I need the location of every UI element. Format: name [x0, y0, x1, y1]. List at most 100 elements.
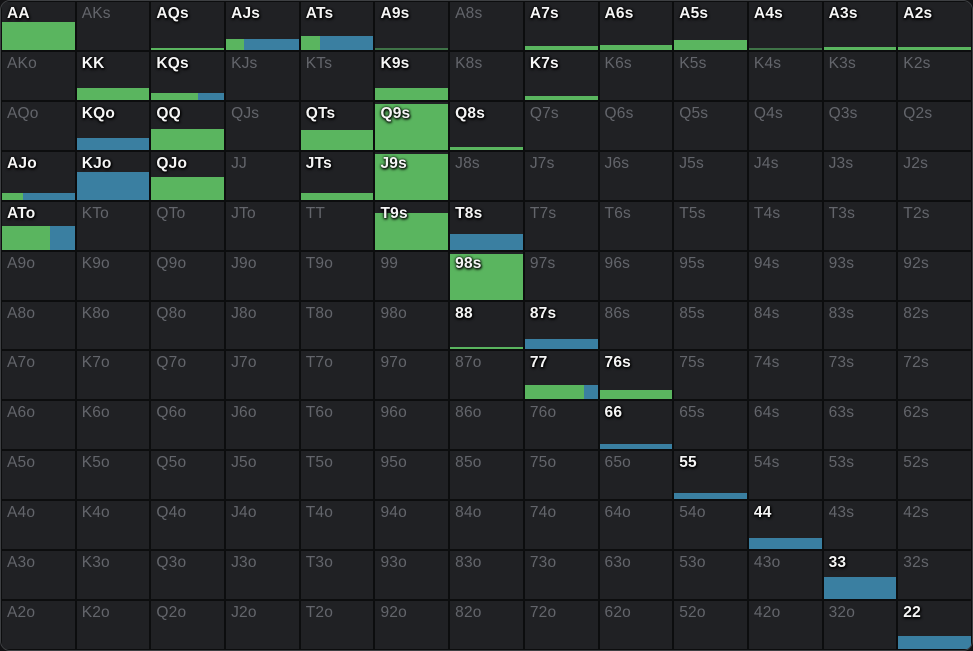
hand-cell-J2s[interactable]: J2s	[898, 151, 971, 200]
hand-cell-J6o[interactable]: J6o	[226, 401, 299, 450]
hand-cell-J2o[interactable]: J2o	[226, 601, 299, 649]
hand-cell-J5o[interactable]: J5o	[226, 451, 299, 500]
hand-cell-97s[interactable]: 97s	[524, 251, 598, 300]
hand-cell-52o[interactable]: 52o	[674, 601, 747, 649]
hand-cell-Q2o[interactable]: Q2o	[151, 601, 225, 649]
hand-cell-T6o[interactable]: T6o	[300, 401, 374, 450]
hand-cell-96s[interactable]: 96s	[599, 251, 673, 300]
hand-cell-T8s[interactable]: T8s	[450, 201, 523, 250]
hand-cell-T5o[interactable]: T5o	[300, 451, 374, 500]
hand-cell-K6o[interactable]: K6o	[76, 401, 150, 450]
hand-cell-74o[interactable]: 74o	[524, 501, 598, 550]
hand-cell-T2o[interactable]: T2o	[300, 601, 374, 649]
hand-cell-K4s[interactable]: K4s	[748, 51, 822, 100]
hand-cell-42s[interactable]: 42s	[898, 501, 971, 550]
hand-cell-K9o[interactable]: K9o	[76, 251, 150, 300]
hand-cell-QTo[interactable]: QTo	[151, 201, 225, 250]
hand-cell-87o[interactable]: 87o	[450, 351, 523, 400]
hand-cell-74s[interactable]: 74s	[748, 351, 822, 400]
hand-cell-Q3s[interactable]: Q3s	[823, 101, 897, 150]
hand-cell-66[interactable]: 66	[599, 401, 673, 450]
hand-cell-T7o[interactable]: T7o	[300, 351, 374, 400]
hand-cell-AQo[interactable]: AQo	[2, 101, 75, 150]
hand-cell-77[interactable]: 77	[524, 351, 598, 400]
hand-cell-KQs[interactable]: KQs	[151, 51, 225, 100]
hand-cell-32o[interactable]: 32o	[823, 601, 897, 649]
hand-cell-A8o[interactable]: A8o	[2, 301, 75, 350]
hand-cell-K7s[interactable]: K7s	[524, 51, 598, 100]
hand-cell-Q9s[interactable]: Q9s	[375, 101, 449, 150]
hand-cell-ATo[interactable]: ATo	[2, 201, 75, 250]
hand-cell-33[interactable]: 33	[823, 551, 897, 600]
hand-cell-75s[interactable]: 75s	[674, 351, 747, 400]
hand-cell-J8s[interactable]: J8s	[450, 151, 523, 200]
hand-cell-63s[interactable]: 63s	[823, 401, 897, 450]
hand-cell-95o[interactable]: 95o	[375, 451, 449, 500]
hand-cell-93s[interactable]: 93s	[823, 251, 897, 300]
hand-cell-J4s[interactable]: J4s	[748, 151, 822, 200]
hand-cell-A7s[interactable]: A7s	[524, 2, 598, 50]
hand-cell-53o[interactable]: 53o	[674, 551, 747, 600]
hand-cell-K5s[interactable]: K5s	[674, 51, 747, 100]
hand-cell-62o[interactable]: 62o	[599, 601, 673, 649]
hand-cell-T9s[interactable]: T9s	[375, 201, 449, 250]
hand-cell-Q4s[interactable]: Q4s	[748, 101, 822, 150]
hand-cell-Q9o[interactable]: Q9o	[151, 251, 225, 300]
hand-cell-QJo[interactable]: QJo	[151, 151, 225, 200]
hand-cell-KJo[interactable]: KJo	[76, 151, 150, 200]
hand-cell-K8s[interactable]: K8s	[450, 51, 523, 100]
hand-cell-85s[interactable]: 85s	[674, 301, 747, 350]
hand-cell-K5o[interactable]: K5o	[76, 451, 150, 500]
hand-cell-J7o[interactable]: J7o	[226, 351, 299, 400]
hand-cell-KJs[interactable]: KJs	[226, 51, 299, 100]
hand-cell-55[interactable]: 55	[674, 451, 747, 500]
hand-cell-A6s[interactable]: A6s	[599, 2, 673, 50]
hand-cell-92s[interactable]: 92s	[898, 251, 971, 300]
hand-cell-A5o[interactable]: A5o	[2, 451, 75, 500]
hand-cell-82s[interactable]: 82s	[898, 301, 971, 350]
hand-cell-93o[interactable]: 93o	[375, 551, 449, 600]
hand-cell-98s[interactable]: 98s	[450, 251, 523, 300]
hand-cell-54o[interactable]: 54o	[674, 501, 747, 550]
hand-cell-A3o[interactable]: A3o	[2, 551, 75, 600]
hand-cell-J6s[interactable]: J6s	[599, 151, 673, 200]
hand-cell-A4s[interactable]: A4s	[748, 2, 822, 50]
hand-cell-T3s[interactable]: T3s	[823, 201, 897, 250]
hand-cell-87s[interactable]: 87s	[524, 301, 598, 350]
hand-cell-A4o[interactable]: A4o	[2, 501, 75, 550]
hand-cell-A7o[interactable]: A7o	[2, 351, 75, 400]
hand-cell-AQs[interactable]: AQs	[151, 2, 225, 50]
hand-cell-Q4o[interactable]: Q4o	[151, 501, 225, 550]
hand-cell-65s[interactable]: 65s	[674, 401, 747, 450]
hand-cell-ATs[interactable]: ATs	[300, 2, 374, 50]
hand-cell-97o[interactable]: 97o	[375, 351, 449, 400]
hand-cell-A2s[interactable]: A2s	[898, 2, 971, 50]
hand-cell-Q3o[interactable]: Q3o	[151, 551, 225, 600]
hand-cell-42o[interactable]: 42o	[748, 601, 822, 649]
hand-cell-43o[interactable]: 43o	[748, 551, 822, 600]
hand-cell-64o[interactable]: 64o	[599, 501, 673, 550]
hand-cell-J5s[interactable]: J5s	[674, 151, 747, 200]
hand-cell-JTs[interactable]: JTs	[300, 151, 374, 200]
hand-cell-QJs[interactable]: QJs	[226, 101, 299, 150]
hand-cell-JJ[interactable]: JJ	[226, 151, 299, 200]
hand-cell-QQ[interactable]: QQ	[151, 101, 225, 150]
hand-cell-64s[interactable]: 64s	[748, 401, 822, 450]
hand-cell-63o[interactable]: 63o	[599, 551, 673, 600]
hand-cell-Q7s[interactable]: Q7s	[524, 101, 598, 150]
hand-cell-72s[interactable]: 72s	[898, 351, 971, 400]
hand-cell-JTo[interactable]: JTo	[226, 201, 299, 250]
hand-cell-A9o[interactable]: A9o	[2, 251, 75, 300]
hand-cell-AJo[interactable]: AJo	[2, 151, 75, 200]
hand-cell-AA[interactable]: AA	[2, 2, 75, 50]
hand-cell-76o[interactable]: 76o	[524, 401, 598, 450]
hand-cell-K2s[interactable]: K2s	[898, 51, 971, 100]
hand-cell-T4s[interactable]: T4s	[748, 201, 822, 250]
hand-cell-54s[interactable]: 54s	[748, 451, 822, 500]
hand-cell-T6s[interactable]: T6s	[599, 201, 673, 250]
hand-cell-K9s[interactable]: K9s	[375, 51, 449, 100]
hand-cell-Q2s[interactable]: Q2s	[898, 101, 971, 150]
hand-cell-43s[interactable]: 43s	[823, 501, 897, 550]
hand-cell-Q6s[interactable]: Q6s	[599, 101, 673, 150]
hand-cell-A5s[interactable]: A5s	[674, 2, 747, 50]
